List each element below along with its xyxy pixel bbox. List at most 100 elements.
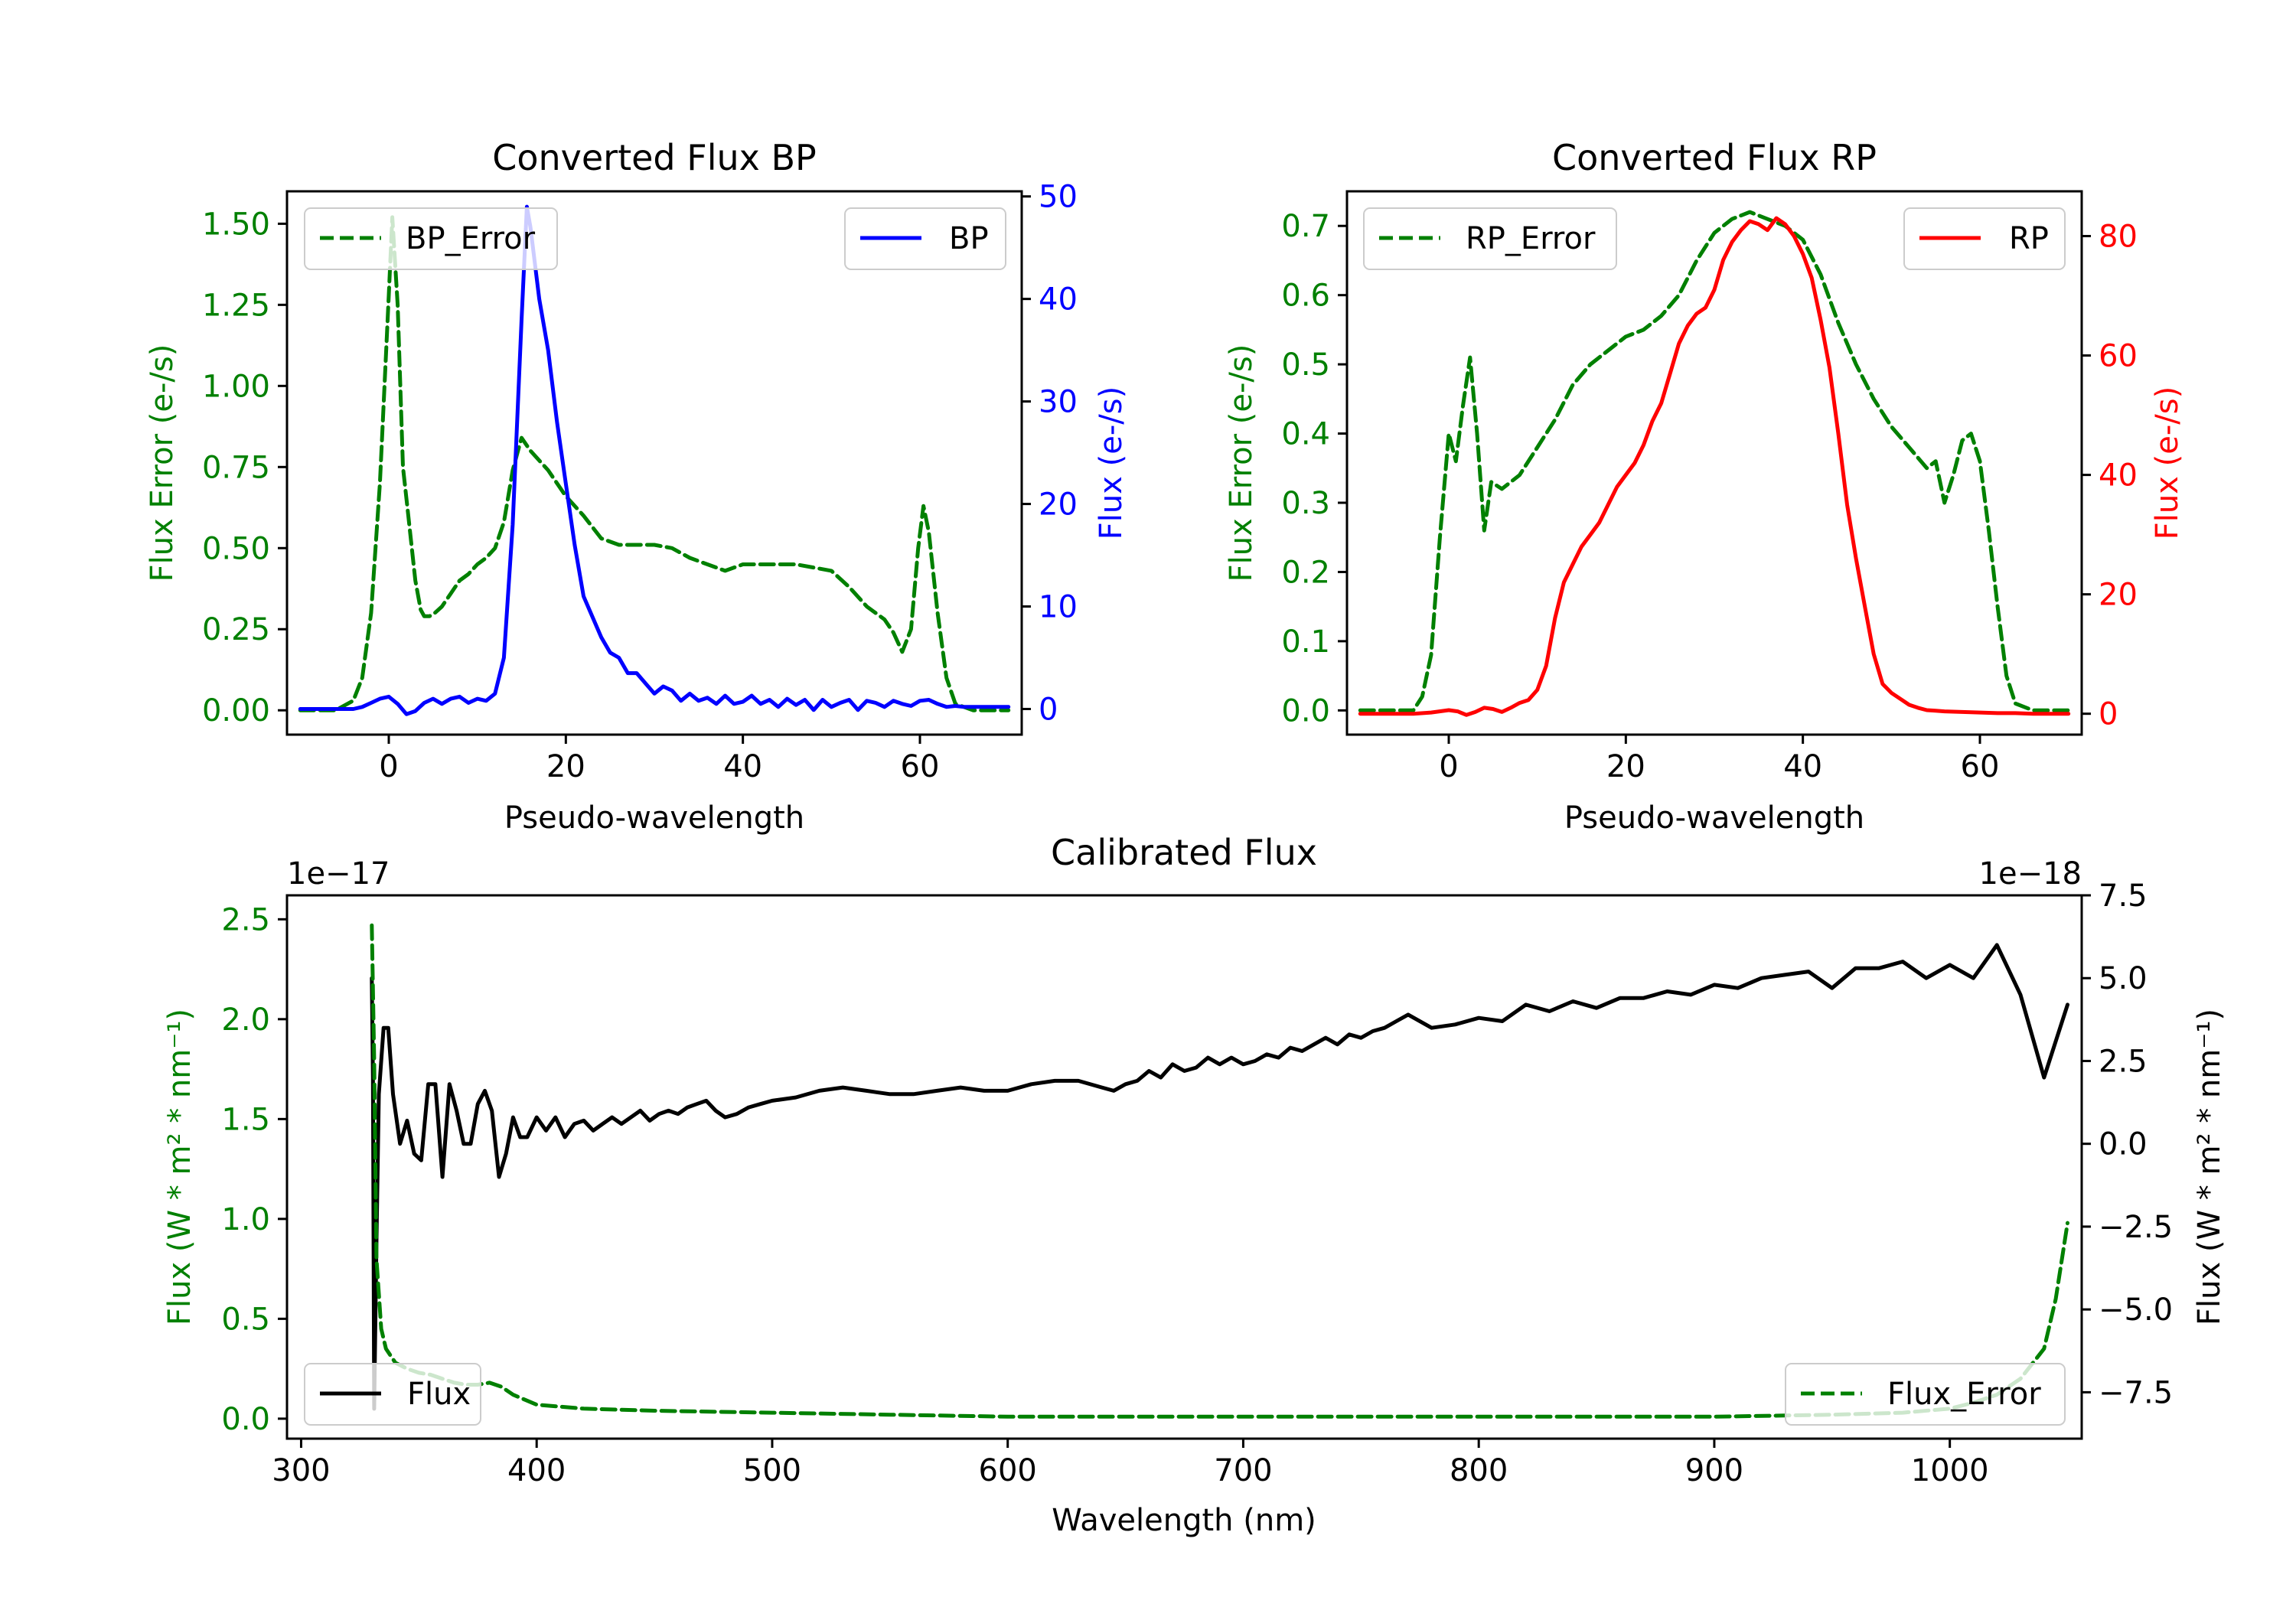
- bp-y-right-tick-label: 0: [1039, 693, 1058, 728]
- rp-x-label: Pseudo-wavelength: [1564, 800, 1864, 836]
- rp-legend-right-box: [1903, 207, 2066, 270]
- calibrated-y-left-tick-label: 1.0: [221, 1202, 270, 1237]
- calibrated-x-tick-label: 900: [1685, 1453, 1743, 1488]
- bp-legend-right-label: BP: [949, 221, 989, 256]
- rp-y-left-ticks: 0.0 0.1 0.2 0.3 0.4 0.5 0.6 0.7: [1281, 209, 1347, 729]
- bp-x-ticks: 0 20 40 60: [379, 735, 939, 784]
- bp-x-label: Pseudo-wavelength: [504, 800, 804, 836]
- bp-title: Converted Flux BP: [492, 137, 817, 178]
- rp-lines: [1358, 210, 2071, 717]
- calibrated-x-tick-label: 700: [1214, 1453, 1272, 1488]
- rp-y-left-tick-label: 0.3: [1281, 486, 1330, 521]
- calibrated-offset-right: 1e−18: [1979, 856, 2082, 892]
- bp-y-right-tick-label: 50: [1039, 180, 1078, 215]
- calibrated-legend-left-box: [304, 1363, 481, 1426]
- rp-y-right-ticks: 0 20 40 60 80: [2082, 220, 2138, 732]
- calibrated-y-left-ticks: 0.0 0.5 1.0 1.5 2.0 2.5: [221, 902, 287, 1437]
- calibrated-y-right-tick-label: −2.5: [2099, 1210, 2173, 1245]
- rp-y-left-tick-label: 0.2: [1281, 555, 1330, 590]
- bp-legend-left-box: [304, 207, 558, 270]
- bp-legend-right-box: [844, 207, 1006, 270]
- calibrated-title: Calibrated Flux: [1051, 832, 1317, 873]
- bp-plot-frame: [285, 190, 1023, 736]
- calibrated-x-tick-label: 800: [1450, 1453, 1508, 1488]
- calibrated-y-left-tick-label: 0.0: [221, 1402, 270, 1437]
- calibrated-legend-left-label: Flux: [407, 1377, 471, 1412]
- bp-y-left-tick-label: 1.50: [202, 207, 270, 242]
- bp-x-tick-label: 0: [379, 749, 398, 784]
- bp-y-right-tick-label: 40: [1039, 282, 1078, 318]
- bp-y-left-tick-label: 0.75: [202, 450, 270, 485]
- bp-y-right-ticks: 0 10 20 30 40 50: [1022, 180, 1078, 728]
- bp-y-left-tick-label: 0.25: [202, 612, 270, 647]
- calibrated-y-right-tick-label: 0.0: [2099, 1127, 2148, 1162]
- calibrated-series-flux-line: [370, 943, 2069, 1411]
- bp-x-tick-label: 40: [723, 749, 762, 784]
- calibrated-legend-right-box: [1785, 1363, 2066, 1426]
- rp-title: Converted Flux RP: [1552, 137, 1877, 178]
- calibrated-y-right-tick-label: 7.5: [2099, 878, 2148, 914]
- calibrated-y-left-tick-label: 0.5: [221, 1302, 270, 1337]
- bp-y-left-label: Flux Error (e-/s): [145, 344, 180, 582]
- bp-chart: Converted Flux BP 0 20 40 60 0.000.250.500.…: [145, 137, 1129, 836]
- calibrated-y-right-tick-label: 2.5: [2099, 1044, 2148, 1079]
- calibrated-x-tick-label: 400: [507, 1453, 566, 1488]
- rp-plot-frame: [1345, 190, 2083, 736]
- calibrated-y-right-tick-label: 5.0: [2099, 961, 2148, 996]
- rp-legend-left-box: [1363, 207, 1617, 270]
- rp-x-tick-label: 40: [1783, 749, 1822, 784]
- rp-series-rp-line: [1358, 216, 2071, 717]
- bp-y-right-tick-label: 10: [1039, 590, 1078, 625]
- rp-y-left-label: Flux Error (e-/s): [1224, 344, 1259, 582]
- rp-y-left-tick-label: 0.4: [1281, 417, 1330, 452]
- rp-y-left-tick-label: 0.5: [1281, 347, 1330, 383]
- calibrated-y-right-ticks: −7.5 −5.0 −2.5 0.0 2.5 5.0 7.5: [2082, 878, 2173, 1410]
- calibrated-chart: Calibrated Flux 1e−17 1e−18 300 400 500 600…: [162, 832, 2227, 1538]
- bp-y-right-label: Flux (e-/s): [1094, 386, 1129, 539]
- rp-y-right-tick-label: 20: [2099, 578, 2138, 613]
- calibrated-offset-left: 1e−17: [287, 856, 390, 892]
- rp-y-left-tick-label: 0.6: [1281, 279, 1330, 314]
- rp-legend-left-label: RP_Error: [1466, 221, 1596, 256]
- bp-series-bp-error-line: [298, 215, 1011, 712]
- calibrated-y-left-tick-label: 2.0: [221, 1002, 270, 1038]
- bp-y-left-tick-label: 1.25: [202, 288, 270, 323]
- calibrated-legend-left: Flux: [304, 1363, 481, 1426]
- bp-y-left-tick-label: 1.00: [202, 369, 270, 404]
- rp-y-right-tick-label: 80: [2099, 220, 2138, 255]
- bp-x-tick-label: 20: [546, 749, 585, 784]
- calibrated-x-label: Wavelength (nm): [1052, 1503, 1316, 1538]
- rp-chart: Converted Flux RP 0 20 40 60 0.00.10.20.30.…: [1224, 137, 2185, 836]
- rp-y-left-tick-label: 0.7: [1281, 209, 1330, 244]
- calibrated-x-tick-label: 1000: [1911, 1453, 1989, 1488]
- bp-lines: [298, 204, 1011, 716]
- bp-x-tick-label: 60: [901, 749, 940, 784]
- rp-x-tick-label: 20: [1606, 749, 1645, 784]
- bp-y-left-ticks: 0.00 0.25 0.50 0.75 1.00 1.25 1.50: [202, 207, 287, 729]
- rp-y-left-tick-label: 0.1: [1281, 624, 1330, 660]
- calibrated-y-right-label: Flux (W * m² * nm⁻¹): [2192, 1009, 2227, 1325]
- calibrated-y-right-tick-label: −7.5: [2099, 1375, 2173, 1410]
- bp-y-right-tick-label: 20: [1039, 487, 1078, 523]
- rp-y-right-label: Flux (e-/s): [2150, 386, 2185, 539]
- rp-legend-left: RP_Error: [1363, 207, 1617, 270]
- calibrated-y-left-tick-label: 2.5: [221, 902, 270, 937]
- rp-x-tick-label: 0: [1439, 749, 1458, 784]
- rp-y-right-tick-label: 60: [2099, 339, 2138, 374]
- calibrated-y-left-tick-label: 1.5: [221, 1102, 270, 1137]
- calibrated-legend-right-label: Flux_Error: [1887, 1377, 2041, 1412]
- rp-x-ticks: 0 20 40 60: [1439, 735, 1999, 784]
- rp-series-rp-error-line: [1358, 210, 2071, 712]
- rp-y-right-tick-label: 40: [2099, 458, 2138, 494]
- rp-y-right-tick-label: 0: [2099, 697, 2118, 732]
- calibrated-x-tick-label: 600: [979, 1453, 1037, 1488]
- rp-legend-right: RP: [1903, 207, 2066, 270]
- bp-series-bp-line: [298, 204, 1011, 716]
- bp-legend-left-label: BP_Error: [406, 221, 536, 256]
- bp-y-left-tick-label: 0.50: [202, 531, 270, 566]
- calibrated-x-tick-label: 300: [272, 1453, 330, 1488]
- bp-y-left-tick-label: 0.00: [202, 693, 270, 729]
- rp-y-left-tick-label: 0.0: [1281, 693, 1330, 729]
- calibrated-plot-frame: [285, 894, 2083, 1440]
